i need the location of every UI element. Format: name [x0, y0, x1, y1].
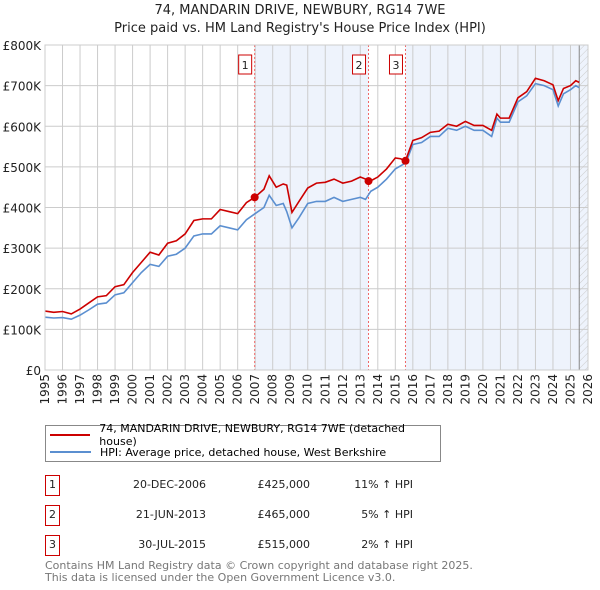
x-tick-label: 2011	[318, 374, 332, 405]
x-tick-label: 2018	[441, 374, 455, 405]
x-tick-label: 2013	[353, 374, 367, 405]
sale-badge	[238, 54, 253, 75]
footer-line-1: Contains HM Land Registry data © Crown c…	[45, 559, 473, 572]
legend-label: HPI: Average price, detached house, West…	[100, 445, 387, 459]
y-tick-label: £700K	[3, 80, 43, 94]
transaction-badge: 2	[45, 505, 60, 526]
x-tick-label: 1997	[73, 374, 87, 405]
x-tick-label: 2004	[196, 374, 210, 405]
transaction-date: 20-DEC-2006	[132, 478, 206, 491]
chart-title: 74, MANDARIN DRIVE, NEWBURY, RG14 7WE	[154, 3, 446, 18]
y-tick-label: £400K	[3, 202, 43, 216]
plot-frame	[44, 44, 589, 371]
x-tick-label: 2021	[493, 374, 507, 405]
transaction-date: 21-JUN-2013	[135, 508, 206, 521]
x-tick-label: 2019	[458, 374, 472, 405]
x-tick-label: 2025	[563, 374, 577, 405]
footer-line-2: This data is licensed under the Open Gov…	[45, 571, 396, 584]
x-tick-label: 2012	[336, 374, 350, 405]
sale-badge-label: 1	[242, 59, 249, 72]
sale-badge-label: 3	[392, 59, 399, 72]
sale-point	[364, 177, 373, 186]
legend-item-hpi: HPI: Average price, detached house, West…	[50, 444, 386, 460]
x-tick-label: 2001	[143, 374, 157, 405]
sale-badge	[352, 54, 367, 75]
legend-line-red	[50, 434, 91, 436]
legend-label: 74, MANDARIN DRIVE, NEWBURY, RG14 7WE (d…	[99, 422, 405, 448]
x-tick-label: 2000	[126, 374, 140, 405]
transaction-row: 1 20-DEC-2006 £425,000 11% ↑ HPI	[45, 475, 465, 496]
x-tick-label: 2022	[511, 374, 525, 405]
sale-badge	[388, 54, 403, 75]
x-tick-label: 2007	[248, 374, 262, 405]
x-tick-label: 2008	[266, 374, 280, 405]
transaction-hpi: 2% ↑ HPI	[361, 538, 413, 551]
x-tick-label: 1996	[56, 374, 70, 405]
x-tick-label: 2006	[231, 374, 245, 405]
y-tick-label: £100K	[3, 323, 43, 337]
series-line	[44, 77, 580, 315]
transaction-badge: 3	[45, 535, 60, 556]
x-tick-label: 2016	[406, 374, 420, 405]
y-tick-label: £0	[26, 364, 41, 378]
x-tick-label: 2026	[581, 374, 595, 405]
transaction-price: £515,000	[257, 538, 311, 551]
x-tick-label: 2010	[301, 374, 315, 405]
transaction-price: £465,000	[257, 508, 311, 521]
x-tick-label: 2015	[388, 374, 402, 405]
x-tick-label: 2003	[178, 374, 192, 405]
x-tick-label: 1999	[108, 374, 122, 405]
transaction-date: 30-JUL-2015	[138, 538, 206, 551]
y-tick-label: £600K	[3, 120, 43, 134]
legend: 74, MANDARIN DRIVE, NEWBURY, RG14 7WE (d…	[45, 422, 441, 462]
x-tick-label: 2020	[476, 374, 490, 405]
x-tick-label: 2024	[546, 374, 560, 405]
transaction-row: 2 21-JUN-2013 £465,000 5% ↑ HPI	[45, 505, 465, 526]
series-line	[44, 82, 580, 321]
x-tick-label: 1998	[91, 374, 105, 405]
x-tick-label: 2014	[371, 374, 385, 405]
transaction-hpi: 5% ↑ HPI	[361, 508, 413, 521]
x-tick-label: 2002	[161, 374, 175, 405]
x-tick-label: 2017	[423, 374, 437, 405]
sale-point	[250, 193, 259, 202]
x-tick-label: 2005	[213, 374, 227, 405]
sale-point	[401, 156, 410, 165]
y-tick-label: £200K	[3, 283, 43, 297]
transaction-badge: 1	[45, 475, 60, 496]
price-chart: 1995 1996 1997 1998 1999 2000 2001 2002 2003 2004…	[3, 39, 595, 405]
legend-line-blue	[50, 451, 91, 453]
legend-item-property: 74, MANDARIN DRIVE, NEWBURY, RG14 7WE (d…	[50, 422, 440, 448]
x-tick-label: 2009	[283, 374, 297, 405]
x-tick-label: 2023	[528, 374, 542, 405]
sale-badge-label: 2	[356, 59, 363, 72]
transaction-row: 3 30-JUL-2015 £515,000 2% ↑ HPI	[45, 535, 465, 556]
transaction-price: £425,000	[257, 478, 311, 491]
y-tick-label: £300K	[3, 242, 43, 256]
chart-subtitle: Price paid vs. HM Land Registry's House …	[114, 21, 486, 36]
x-tick-label: 1995	[38, 374, 52, 405]
transaction-hpi: 11% ↑ HPI	[354, 478, 413, 491]
y-tick-label: £800K	[3, 39, 43, 53]
y-tick-label: £500K	[3, 161, 43, 175]
